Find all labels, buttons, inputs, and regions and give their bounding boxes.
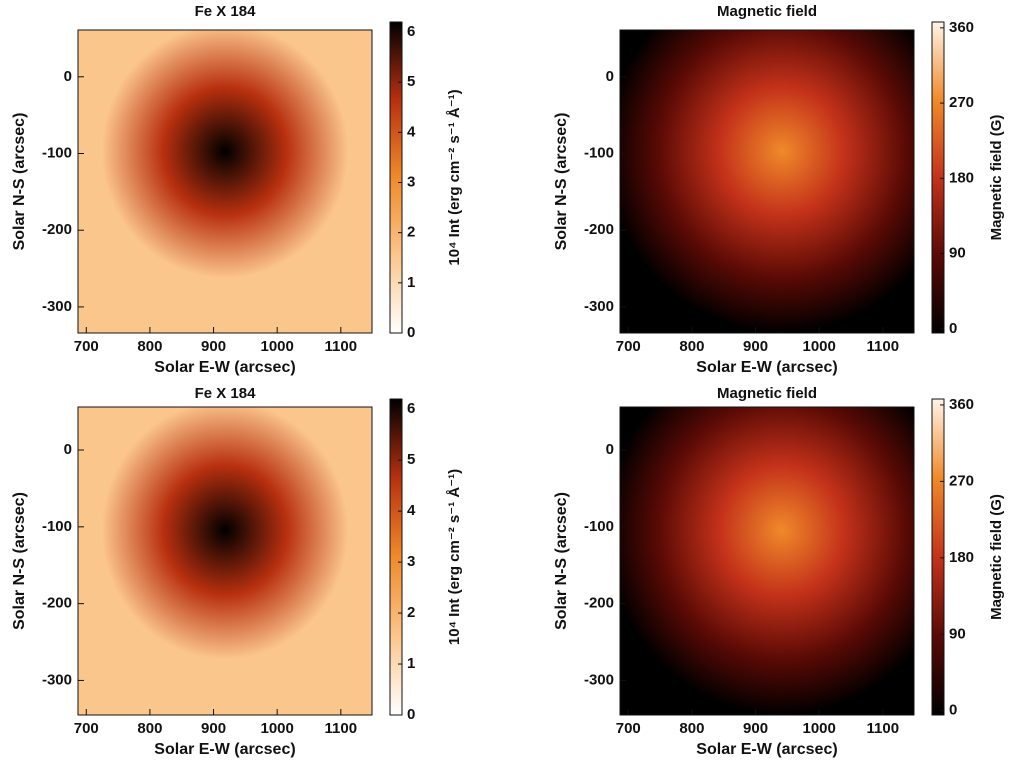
colorbar-tick-label: 4 [407,502,416,519]
x-tick-label: 1100 [325,720,358,737]
y-axis-label: Solar N-S (arcsec) [11,113,28,251]
panel-title: Magnetic field [717,3,817,20]
plot-frame [619,29,915,334]
x-tick-label: 1100 [325,338,358,355]
colorbar-tick-label: 0 [949,702,957,719]
colorbar-tick-label: 3 [407,173,415,190]
y-tick-label: -100 [584,144,614,161]
colorbar-tick-label: 6 [407,23,415,40]
x-tick-label: 700 [616,338,641,355]
y-tick-label: -200 [584,221,614,238]
x-tick-label: 700 [74,720,99,737]
x-tick-label: 800 [137,338,162,355]
y-tick-label: -100 [42,518,72,535]
y-axis-label: Solar N-S (arcsec) [11,492,28,630]
y-tick-label: -300 [42,298,72,315]
x-tick-label: 1000 [260,720,293,737]
colorbar [389,21,403,334]
x-tick-label: 700 [74,338,99,355]
image [620,30,914,333]
image [78,407,372,715]
y-tick-label: 0 [64,68,72,85]
y-tick-label: 0 [64,441,72,458]
colorbar-tick-label: 5 [407,73,415,90]
colorbar-tick-label: 0 [407,706,415,723]
y-tick-label: -100 [584,518,614,535]
colorbar-tick-label: 6 [407,400,415,417]
colorbar-tick-label: 0 [407,324,415,341]
y-tick-label: 0 [606,68,614,85]
x-tick-label: 900 [201,338,226,355]
y-tick-label: 0 [606,441,614,458]
x-tick-label: 1000 [802,720,835,737]
x-tick-label: 800 [679,338,704,355]
x-axis-label: Solar E-W (arcsec) [154,741,295,758]
y-tick-label: -300 [42,671,72,688]
colorbar-tick-label: 1 [407,655,415,672]
x-tick-label: 800 [137,720,162,737]
colorbar-tick-label: 1 [407,274,415,291]
colorbar-tick-label: 3 [407,553,415,570]
y-tick-label: -300 [584,298,614,315]
image [78,30,372,333]
x-axis-label: Solar E-W (arcsec) [696,741,837,758]
colorbar-tick-label: 4 [407,123,416,140]
x-tick-label: 900 [201,720,226,737]
colorbar-tick-label: 360 [949,396,974,413]
plot-frame [619,406,915,716]
colorbar-tick-label: 270 [949,94,974,111]
colorbar-tick-label: 5 [407,451,415,468]
colorbar-tick-label: 360 [949,19,974,36]
x-tick-label: 700 [616,720,641,737]
colorbar-tick-label: 180 [949,169,974,186]
plot-frame [77,406,373,716]
colorbar [931,21,945,334]
colorbar-tick-label: 2 [407,604,415,621]
x-tick-label: 800 [679,720,704,737]
y-tick-label: -200 [42,595,72,612]
panel-title: Fe X 184 [195,3,257,20]
x-tick-label: 1000 [260,338,293,355]
y-tick-label: -200 [584,595,614,612]
colorbar-label: 10⁴ Int (erg cm⁻² s⁻¹ Å⁻¹) [446,89,463,265]
x-tick-label: 1100 [867,338,900,355]
y-axis-label: Solar N-S (arcsec) [553,113,570,251]
panel-title: Fe X 184 [195,385,257,402]
x-tick-label: 900 [743,338,768,355]
y-tick-label: -200 [42,221,72,238]
colorbar-tick-label: 270 [949,472,974,489]
image [620,407,914,715]
plot-frame [77,29,373,334]
colorbar-label: 10⁴ Int (erg cm⁻² s⁻¹ Å⁻¹) [446,469,463,645]
y-axis-label: Solar N-S (arcsec) [553,492,570,630]
x-tick-label: 1000 [802,338,835,355]
x-tick-label: 1100 [867,720,900,737]
colorbar [389,398,403,716]
colorbar-tick-label: 90 [949,625,966,642]
colorbar-label: Magnetic field (G) [988,115,1005,241]
colorbar-tick-label: 2 [407,224,415,241]
x-tick-label: 900 [743,720,768,737]
y-tick-label: -300 [584,671,614,688]
colorbar-tick-label: 180 [949,549,974,566]
x-axis-label: Solar E-W (arcsec) [154,359,295,376]
y-tick-label: -100 [42,144,72,161]
panel-title: Magnetic field [717,385,817,402]
colorbar-tick-label: 90 [949,245,966,262]
colorbar-label: Magnetic field (G) [988,494,1005,620]
colorbar-tick-label: 0 [949,320,957,337]
colorbar [931,398,945,716]
x-axis-label: Solar E-W (arcsec) [696,359,837,376]
